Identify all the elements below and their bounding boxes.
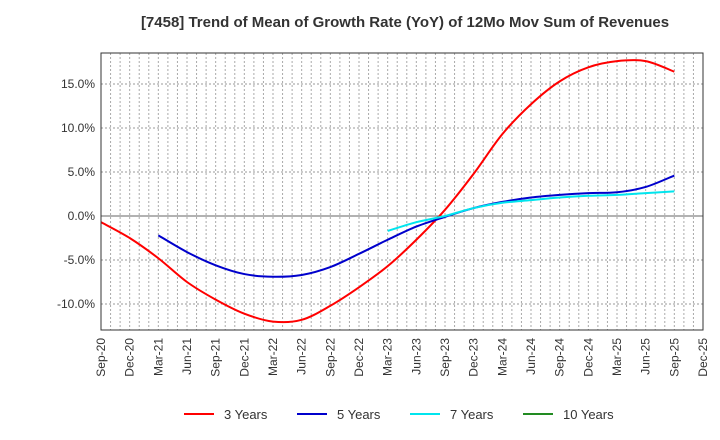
series-line-7-years: [387, 190, 675, 232]
x-tick-label: Dec-20: [123, 338, 137, 377]
x-tick-label: Jun-24: [524, 338, 538, 375]
x-tick-label: Jun-22: [295, 338, 309, 375]
legend-label: 10 Years: [563, 407, 614, 422]
series-line-5-years: [157, 174, 675, 278]
x-tick-label: Sep-23: [438, 338, 452, 377]
x-tick-label: Dec-21: [237, 338, 251, 377]
series-line-3-years: [100, 59, 675, 324]
x-tick-label: Mar-25: [610, 338, 624, 376]
x-tick-label: Sep-22: [323, 338, 337, 377]
x-tick-label: Jun-25: [639, 338, 653, 375]
plot-frame: [100, 52, 704, 331]
y-tick-label: -10.0%: [57, 297, 95, 311]
legend-label: 5 Years: [337, 407, 381, 422]
x-tick-label: Dec-25: [696, 338, 710, 377]
x-tick-label: Mar-22: [266, 338, 280, 376]
chart-title: [7458] Trend of Mean of Growth Rate (YoY…: [140, 14, 670, 31]
y-tick-label: 15.0%: [61, 77, 95, 91]
y-tick-label: 0.0%: [68, 209, 96, 223]
x-tick-label: Jun-23: [409, 338, 423, 375]
legend: 3 Years 5 Years 7 Years 10 Years: [184, 407, 614, 422]
x-tick-label: Dec-23: [467, 338, 481, 377]
y-axis: -10.0% -5.0% 0.0% 5.0% 10.0% 15.0%: [57, 77, 95, 311]
x-tick-label: Sep-24: [553, 338, 567, 377]
x-axis: Sep-20 Dec-20 Mar-21 Jun-21 Sep-21 Dec-21 Mar-…: [94, 338, 710, 377]
x-tick-label: Mar-23: [381, 338, 395, 376]
x-tick-label: Mar-24: [495, 338, 509, 376]
y-tick-label: 10.0%: [61, 121, 95, 135]
x-tick-label: Dec-22: [352, 338, 366, 377]
series-lines: [100, 59, 675, 324]
x-tick-label: Jun-21: [180, 338, 194, 375]
x-tick-label: Dec-24: [581, 338, 595, 377]
x-tick-label: Sep-20: [94, 338, 108, 377]
y-tick-label: -5.0%: [64, 253, 96, 267]
x-tick-label: Mar-21: [151, 338, 165, 376]
x-tick-label: Sep-25: [667, 338, 681, 377]
y-tick-label: 5.0%: [68, 165, 96, 179]
grid: [101, 53, 703, 330]
legend-label: 7 Years: [450, 407, 494, 422]
legend-label: 3 Years: [224, 407, 268, 422]
x-tick-label: Sep-21: [209, 338, 223, 377]
